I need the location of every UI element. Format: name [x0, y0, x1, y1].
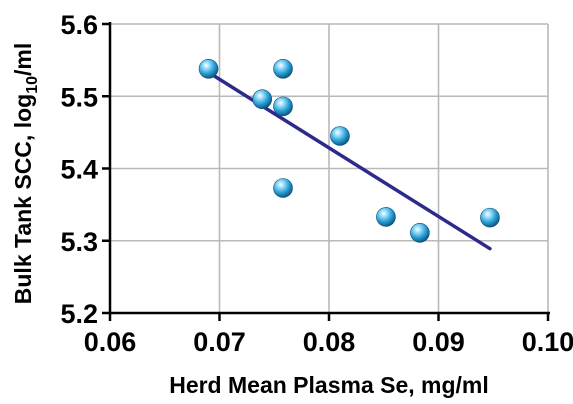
data-point — [410, 223, 430, 243]
x-tick-label: 0.09 — [412, 327, 465, 357]
y-tick-label: 5.4 — [60, 155, 98, 185]
data-points — [198, 58, 500, 243]
x-tick-label: 0.07 — [193, 327, 246, 357]
data-point — [198, 58, 219, 79]
tick-labels: 5.2 5.3 5.4 5.5 5.6 0.06 0.07 0.08 0.09 0.10 — [60, 10, 573, 357]
x-tick-label: 0.08 — [303, 327, 356, 357]
data-point — [480, 207, 500, 228]
trendline — [206, 70, 492, 251]
data-point — [330, 126, 350, 146]
axes — [102, 22, 550, 321]
data-point — [273, 96, 293, 117]
data-point — [273, 58, 293, 79]
data-point — [273, 178, 293, 198]
y-tick-label: 5.6 — [60, 10, 98, 40]
grid-lines — [110, 23, 549, 313]
y-tick-label: 5.5 — [60, 82, 98, 112]
y-tick-label: 5.3 — [60, 227, 98, 257]
x-tick-label: 0.06 — [84, 327, 137, 357]
data-point — [376, 207, 396, 227]
data-point — [252, 89, 273, 109]
y-tick-label: 5.2 — [60, 299, 98, 329]
x-tick-label: 0.10 — [522, 327, 573, 357]
x-axis-label: Herd Mean Plasma Se, mg/ml — [169, 372, 489, 398]
y-axis-label: Bulk Tank SCC, log10/ml — [10, 43, 41, 304]
